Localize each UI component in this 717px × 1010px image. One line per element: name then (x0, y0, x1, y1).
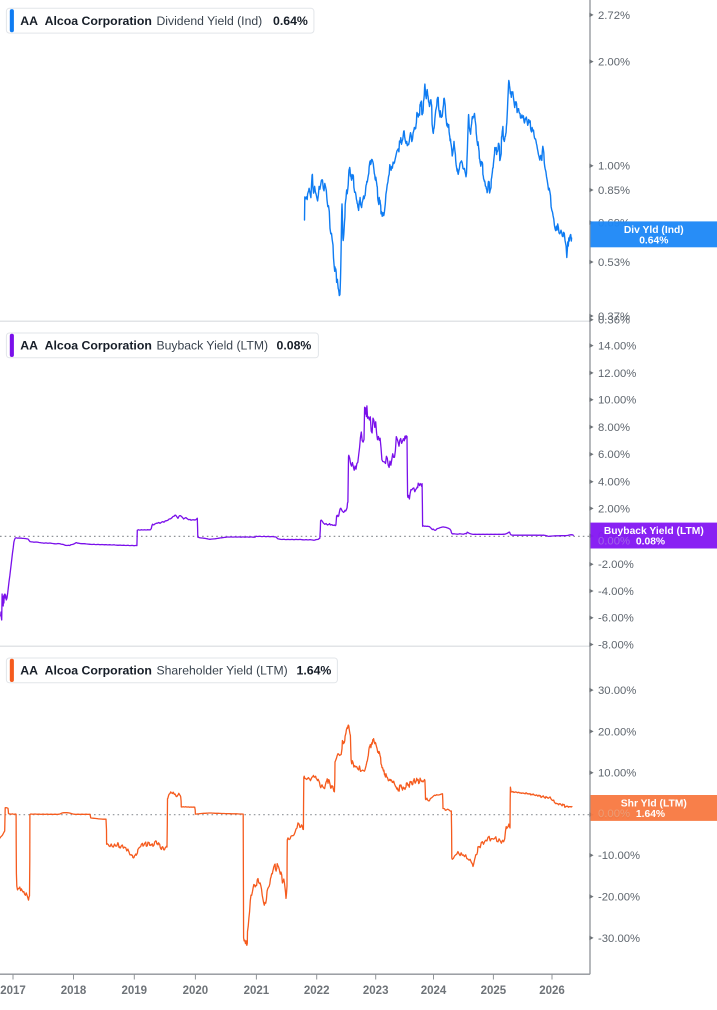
svg-text:4.00%: 4.00% (598, 477, 630, 489)
svg-text:0.64%: 0.64% (273, 14, 308, 28)
svg-text:Buyback Yield (LTM): Buyback Yield (LTM) (604, 526, 704, 537)
svg-text:2025: 2025 (481, 985, 507, 997)
svg-text:0.36%: 0.36% (598, 315, 630, 327)
svg-text:-2.00%: -2.00% (598, 559, 634, 571)
svg-text:Shr Yld (LTM): Shr Yld (LTM) (621, 799, 687, 810)
svg-text:Alcoa Corporation: Alcoa Corporation (45, 664, 152, 678)
svg-text:2019: 2019 (122, 985, 148, 997)
svg-text:2017: 2017 (0, 985, 26, 997)
svg-text:-20.00%: -20.00% (598, 892, 640, 904)
svg-text:1.64%: 1.64% (636, 809, 665, 820)
svg-text:2.00%: 2.00% (598, 57, 630, 69)
svg-text:2021: 2021 (244, 985, 270, 997)
svg-text:0.00%: 0.00% (598, 808, 630, 820)
svg-text:10.00%: 10.00% (598, 768, 636, 780)
svg-text:0.08%: 0.08% (277, 339, 312, 353)
svg-text:Alcoa Corporation: Alcoa Corporation (45, 14, 152, 28)
svg-text:30.00%: 30.00% (598, 685, 636, 697)
svg-text:0.64%: 0.64% (639, 236, 668, 247)
svg-text:2.72%: 2.72% (598, 10, 630, 22)
svg-text:-10.00%: -10.00% (598, 850, 640, 862)
svg-text:0.08%: 0.08% (636, 537, 665, 548)
svg-text:6.00%: 6.00% (598, 449, 630, 461)
svg-text:0.85%: 0.85% (598, 185, 630, 197)
svg-text:Div Yld (Ind): Div Yld (Ind) (624, 225, 684, 236)
svg-text:2022: 2022 (304, 985, 330, 997)
svg-text:2026: 2026 (539, 985, 565, 997)
svg-text:2.00%: 2.00% (598, 503, 630, 515)
svg-text:20.00%: 20.00% (598, 726, 636, 738)
svg-text:1.00%: 1.00% (598, 161, 630, 173)
svg-text:8.00%: 8.00% (598, 422, 630, 434)
svg-text:Shareholder Yield (LTM): Shareholder Yield (LTM) (157, 664, 288, 678)
svg-text:-6.00%: -6.00% (598, 613, 634, 625)
svg-text:AA: AA (20, 14, 38, 28)
svg-text:-8.00%: -8.00% (598, 639, 634, 651)
svg-text:10.00%: 10.00% (598, 395, 636, 407)
svg-text:-30.00%: -30.00% (598, 933, 640, 945)
svg-text:2023: 2023 (363, 985, 389, 997)
svg-text:Alcoa Corporation: Alcoa Corporation (45, 339, 152, 353)
svg-text:2020: 2020 (183, 985, 209, 997)
svg-text:-4.00%: -4.00% (598, 586, 634, 598)
svg-text:2018: 2018 (61, 985, 87, 997)
svg-text:AA: AA (20, 664, 38, 678)
svg-text:2024: 2024 (421, 985, 447, 997)
svg-text:1.64%: 1.64% (297, 664, 332, 678)
svg-text:Dividend Yield (Ind): Dividend Yield (Ind) (157, 14, 263, 28)
svg-text:AA: AA (20, 339, 38, 353)
svg-text:14.00%: 14.00% (598, 341, 636, 353)
svg-text:0.00%: 0.00% (598, 536, 630, 548)
svg-text:Buyback Yield (LTM): Buyback Yield (LTM) (157, 339, 269, 353)
svg-text:0.53%: 0.53% (598, 257, 630, 269)
svg-text:12.00%: 12.00% (598, 368, 636, 380)
